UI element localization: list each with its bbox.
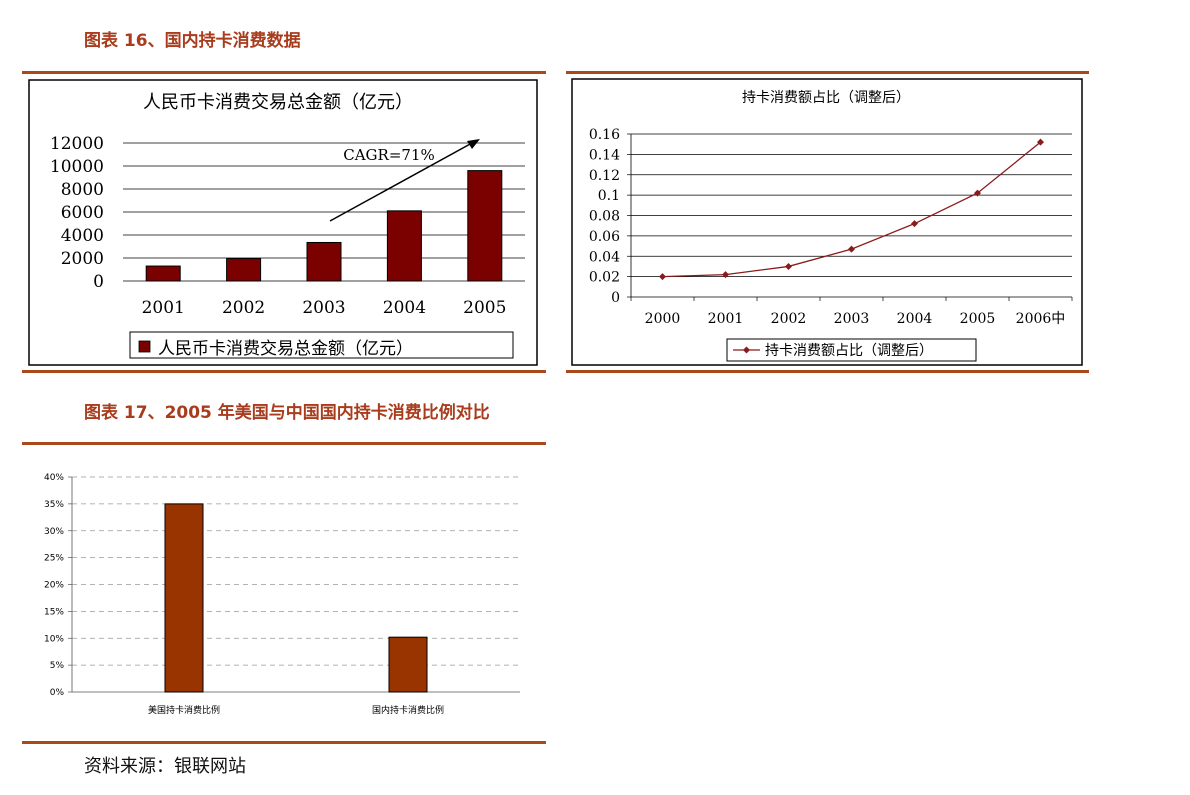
chart1-legend-label: 人民币卡消费交易总金额（亿元） <box>158 339 413 359</box>
figure-17-bottom-rule <box>22 741 546 744</box>
figure-17-top-rule <box>22 442 546 445</box>
chart2-point <box>785 262 792 270</box>
chart1-bar <box>145 265 181 282</box>
chart3-xtick-label: 国内持卡消费比例 <box>372 704 444 716</box>
chart1-legend-swatch <box>138 340 151 353</box>
chart3-ytick-label: 20% <box>44 581 64 591</box>
chart3-bar <box>164 503 204 693</box>
chart2-point <box>722 271 729 279</box>
chart2-legend <box>726 338 977 362</box>
chart2-xtick-label: 2003 <box>834 311 870 327</box>
chart2-ytick-label: 0 <box>611 290 620 306</box>
chart2-xtick-label: 2000 <box>645 311 681 327</box>
chart3-ytick-label: 5% <box>50 661 65 671</box>
chart1-ytick-label: 2000 <box>61 249 104 269</box>
chart1-bar <box>226 258 262 282</box>
chart1-ytick-label: 12000 <box>50 134 104 154</box>
chart3-bar <box>388 636 428 693</box>
figure-16b-bottom-rule <box>566 370 1089 373</box>
chart2-xtick-label: 2006中 <box>1016 311 1066 327</box>
chart2-ytick-label: 0.16 <box>589 127 620 143</box>
chart2-point <box>1037 138 1044 146</box>
chart1-xtick-label: 2005 <box>463 298 506 318</box>
figure-16-bottom-rule <box>22 370 546 373</box>
chart1-bar <box>306 241 342 282</box>
chart3-ytick-label: 10% <box>44 634 64 644</box>
chart1-annotation: CAGR=71% <box>343 146 435 164</box>
chart3-ytick-label: 15% <box>44 607 64 617</box>
chart2-ytick-label: 0.12 <box>589 168 620 184</box>
chart2-ytick-label: 0.02 <box>589 270 620 286</box>
chart2-legend-label: 持卡消费额占比（调整后） <box>765 343 933 359</box>
chart2-point <box>659 273 666 281</box>
chart2-legend-marker <box>743 346 750 354</box>
chart3-xtick-label: 美国持卡消费比例 <box>148 704 220 716</box>
chart2-frame <box>571 78 1083 366</box>
chart1-ytick-label: 10000 <box>50 157 104 177</box>
chart2-point <box>974 189 981 197</box>
chart2-ytick-label: 0.04 <box>589 249 620 265</box>
chart3-ytick-label: 30% <box>44 527 64 537</box>
chart1-xtick-label: 2004 <box>383 298 426 318</box>
chart3-ytick-label: 40% <box>44 473 64 483</box>
chart1-ytick-label: 8000 <box>61 180 104 200</box>
chart1-ytick-label: 6000 <box>61 203 104 223</box>
figure-17-caption: 图表 17、2005 年美国与中国国内持卡消费比例对比 <box>84 403 490 423</box>
figure-16-top-rule <box>22 71 546 74</box>
chart2-ytick-label: 0.06 <box>589 229 620 245</box>
chart2-point <box>848 245 855 253</box>
chart1-arrow-head <box>467 139 480 149</box>
chart2-xtick-label: 2004 <box>897 311 933 327</box>
source-note: 资料来源：银联网站 <box>84 756 246 777</box>
chart1-ytick-label: 0 <box>93 272 104 292</box>
chart2-ytick-label: 0.14 <box>589 147 620 163</box>
chart1-ytick-label: 4000 <box>61 226 104 246</box>
figure-16-caption: 图表 16、国内持卡消费数据 <box>84 31 301 51</box>
chart2-xtick-label: 2001 <box>708 311 744 327</box>
chart1-bar <box>386 210 422 282</box>
chart2-xtick-label: 2005 <box>960 311 996 327</box>
chart2-point <box>911 220 918 228</box>
chart2-ytick-label: 0.08 <box>589 209 620 225</box>
chart1-xtick-label: 2003 <box>302 298 345 318</box>
chart1-title: 人民币卡消费交易总金额（亿元） <box>143 92 413 113</box>
chart1-xtick-label: 2002 <box>222 298 265 318</box>
chart1-frame <box>28 79 538 366</box>
chart1-xtick-label: 2001 <box>142 298 185 318</box>
chart2-title: 持卡消费额占比（调整后） <box>742 90 910 106</box>
chart1-bar <box>467 170 503 282</box>
chart3-ytick-label: 0% <box>50 688 65 698</box>
chart2-xtick-label: 2002 <box>771 311 807 327</box>
chart1-legend <box>129 331 514 359</box>
chart3-ytick-label: 35% <box>44 500 64 510</box>
chart1-arrow-line <box>329 142 473 222</box>
chart2-ytick-label: 0.1 <box>598 188 620 204</box>
figure-16b-top-rule <box>566 71 1089 74</box>
chart3-ytick-label: 25% <box>44 554 64 564</box>
